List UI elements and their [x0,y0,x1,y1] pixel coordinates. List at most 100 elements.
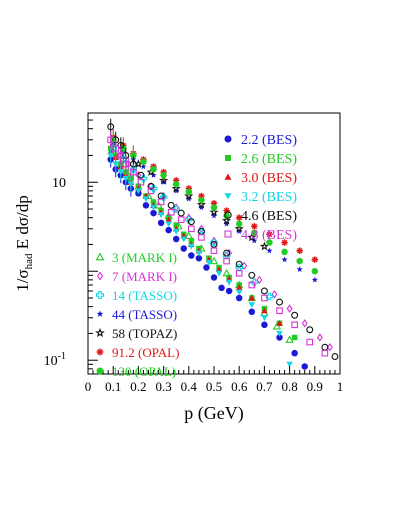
data-point [210,274,218,281]
data-point [210,240,218,248]
data-point [195,254,203,262]
data-point [112,161,119,168]
x-tick-label: 1 [337,379,344,394]
data-point [210,247,218,255]
data-point [205,260,213,266]
data-point [291,334,298,341]
data-point [291,349,298,357]
legend-label: 58 (TOPAZ) [112,326,177,341]
data-point [210,212,218,219]
y-axis-label: 1/σhad E dσ/dp [13,195,35,292]
data-point [321,343,329,351]
data-point [276,307,283,315]
data-point [127,181,135,188]
legend-label: 3 (MARK I) [112,250,177,265]
x-tick-label: 0.4 [181,379,198,394]
data-point [147,182,155,190]
legend-label: 44 (TASSO) [112,307,177,322]
data-point [234,223,244,233]
data-point [135,188,142,195]
data-point [107,136,114,144]
data-point [177,209,185,217]
data-point [157,212,165,219]
data-point [266,247,273,254]
x-tick-label: 0.3 [155,379,171,394]
y-tick-label: 10 [52,176,66,191]
data-point [291,321,298,329]
data-point [117,169,125,176]
data-point [142,196,150,203]
legend-label: 2.2 (BES) [241,133,297,148]
data-point [159,193,168,201]
data-point [172,228,180,235]
y-axis-label-subscript: had [23,253,35,269]
legend-marker [224,135,232,143]
data-point [301,319,308,328]
data-point [223,220,230,227]
data-point [291,311,299,319]
data-point [261,294,268,302]
data-point [130,152,137,159]
data-point [140,158,147,165]
legend-marker [95,252,105,261]
data-point [272,322,282,330]
data-point [235,214,243,221]
data-point [150,209,157,217]
data-point [184,231,193,239]
axes: 0 0.1 0.2 0.3 0.4 0.5 0.6 0.7 0.8 0.9 1 10-1 10 [44,112,344,394]
data-point [172,180,180,188]
data-point [112,145,120,152]
data-point [165,221,172,228]
legend-label: 3.0 (BES) [241,171,297,186]
data-point [177,216,185,223]
data-point [188,225,195,233]
data-point [180,236,188,243]
data-point [120,145,127,152]
data-point [260,287,268,295]
data-point [218,284,225,292]
legend: 2.2 (BES) 2.6 (BES) 3.0 (BES) 3.2 (BES) 4.6 … [95,133,297,379]
data-point [241,261,248,271]
data-point [130,168,137,176]
legend-marker [95,327,105,338]
data-point [137,171,145,179]
data-point [261,307,268,314]
legend-label: 2.6 (BES) [241,152,297,167]
data-point [311,276,318,283]
legend-marker [224,211,232,219]
data-point [331,353,339,361]
data-point [223,249,231,257]
data-point [276,330,283,337]
legend-label: 4.8 (BES) [241,228,297,243]
data-point [185,215,193,224]
data-point [271,290,278,299]
data-point [306,338,314,346]
data-point [122,175,130,182]
legend-label: 4.6 (BES) [241,209,297,224]
data-point [321,349,329,357]
data-point [171,183,181,193]
data-point [281,248,288,256]
data-point [172,235,180,243]
data-point [235,284,243,290]
data-point [286,304,293,313]
data-point [167,208,175,216]
data-point [276,298,283,306]
data-point [251,223,258,230]
data-point [198,234,205,241]
data-point [250,278,259,287]
data-point [142,202,150,209]
data-point [147,187,155,195]
data-point [296,247,303,254]
data-point [247,232,257,242]
data-point [195,250,203,257]
data-point [235,260,243,268]
legend-marker [96,348,104,356]
data-point [251,229,258,237]
data-point [160,171,167,179]
data-point [235,294,243,302]
data-point [235,289,243,296]
data-point [150,204,157,211]
x-tick-label: 0.8 [281,379,297,394]
y-axis-label-part-2: E dσ/dp [13,195,32,253]
